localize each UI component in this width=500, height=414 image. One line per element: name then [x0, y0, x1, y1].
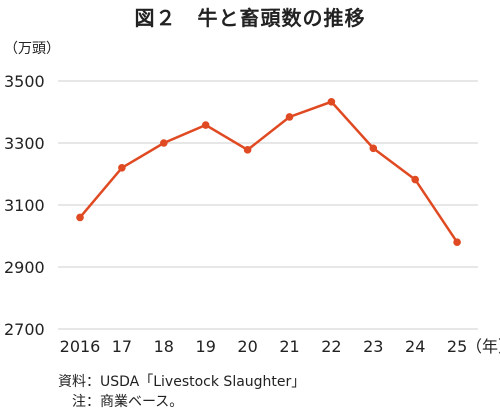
y-tick-label: 3500: [4, 72, 45, 91]
x-tick-label: 17: [112, 337, 132, 356]
x-tick-label: 24: [405, 337, 425, 356]
data-point: [201, 121, 210, 129]
data-points: [76, 97, 461, 246]
x-tick-label: 19: [196, 337, 216, 356]
x-tick-label: 20: [237, 337, 257, 356]
y-tick-label: 3300: [4, 134, 45, 153]
chart-title: 図２ 牛と畜頭数の推移: [134, 6, 366, 30]
data-point: [369, 144, 378, 153]
y-tick-label: 3100: [4, 196, 45, 215]
x-tick-label: 23: [363, 337, 383, 356]
x-tick-label: 18: [154, 337, 174, 356]
y-axis-unit: （万頭）: [4, 41, 60, 57]
x-tick-label: 22: [321, 337, 341, 356]
data-point: [160, 139, 168, 147]
x-tick-label: 2016: [60, 337, 101, 356]
data-point: [76, 213, 84, 222]
series-line: [79, 100, 459, 243]
data-point: [453, 238, 461, 246]
x-axis-unit: （年）: [466, 337, 500, 356]
x-tick-label: 21: [279, 337, 299, 356]
note-text: 注：商業ベース。: [58, 394, 184, 410]
x-tick-labels: 2016 17 18 19 20 21 22 23 24 25: [60, 337, 468, 356]
y-tick-labels: 3500 3300 3100 2900 2700: [4, 72, 45, 339]
y-tick-label: 2700: [4, 320, 45, 339]
x-tick-label: 25: [447, 337, 467, 356]
source-text: 資料：USDA「Livestock Slaughter」: [58, 374, 306, 390]
data-point: [285, 113, 294, 121]
source-notes: 資料：USDA「Livestock Slaughter」 注：商業ベース。: [58, 372, 305, 412]
data-point: [243, 146, 252, 154]
y-tick-label: 2900: [4, 258, 45, 277]
data-point: [118, 164, 126, 172]
gridlines: [58, 80, 478, 330]
data-point: [327, 97, 336, 106]
data-point: [411, 175, 420, 184]
